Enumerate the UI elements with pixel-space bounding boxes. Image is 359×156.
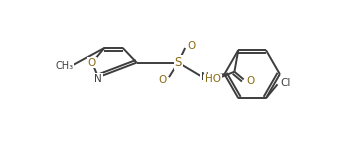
Text: O: O bbox=[187, 41, 195, 51]
Text: N: N bbox=[201, 72, 208, 82]
Text: O: O bbox=[88, 58, 96, 68]
Text: Cl: Cl bbox=[280, 78, 290, 88]
Text: N: N bbox=[94, 74, 102, 84]
Text: O: O bbox=[159, 75, 167, 85]
Text: HO: HO bbox=[205, 74, 221, 84]
Text: S: S bbox=[174, 56, 182, 69]
Text: H: H bbox=[206, 78, 213, 87]
Text: CH₃: CH₃ bbox=[55, 61, 73, 71]
Text: O: O bbox=[247, 76, 255, 86]
